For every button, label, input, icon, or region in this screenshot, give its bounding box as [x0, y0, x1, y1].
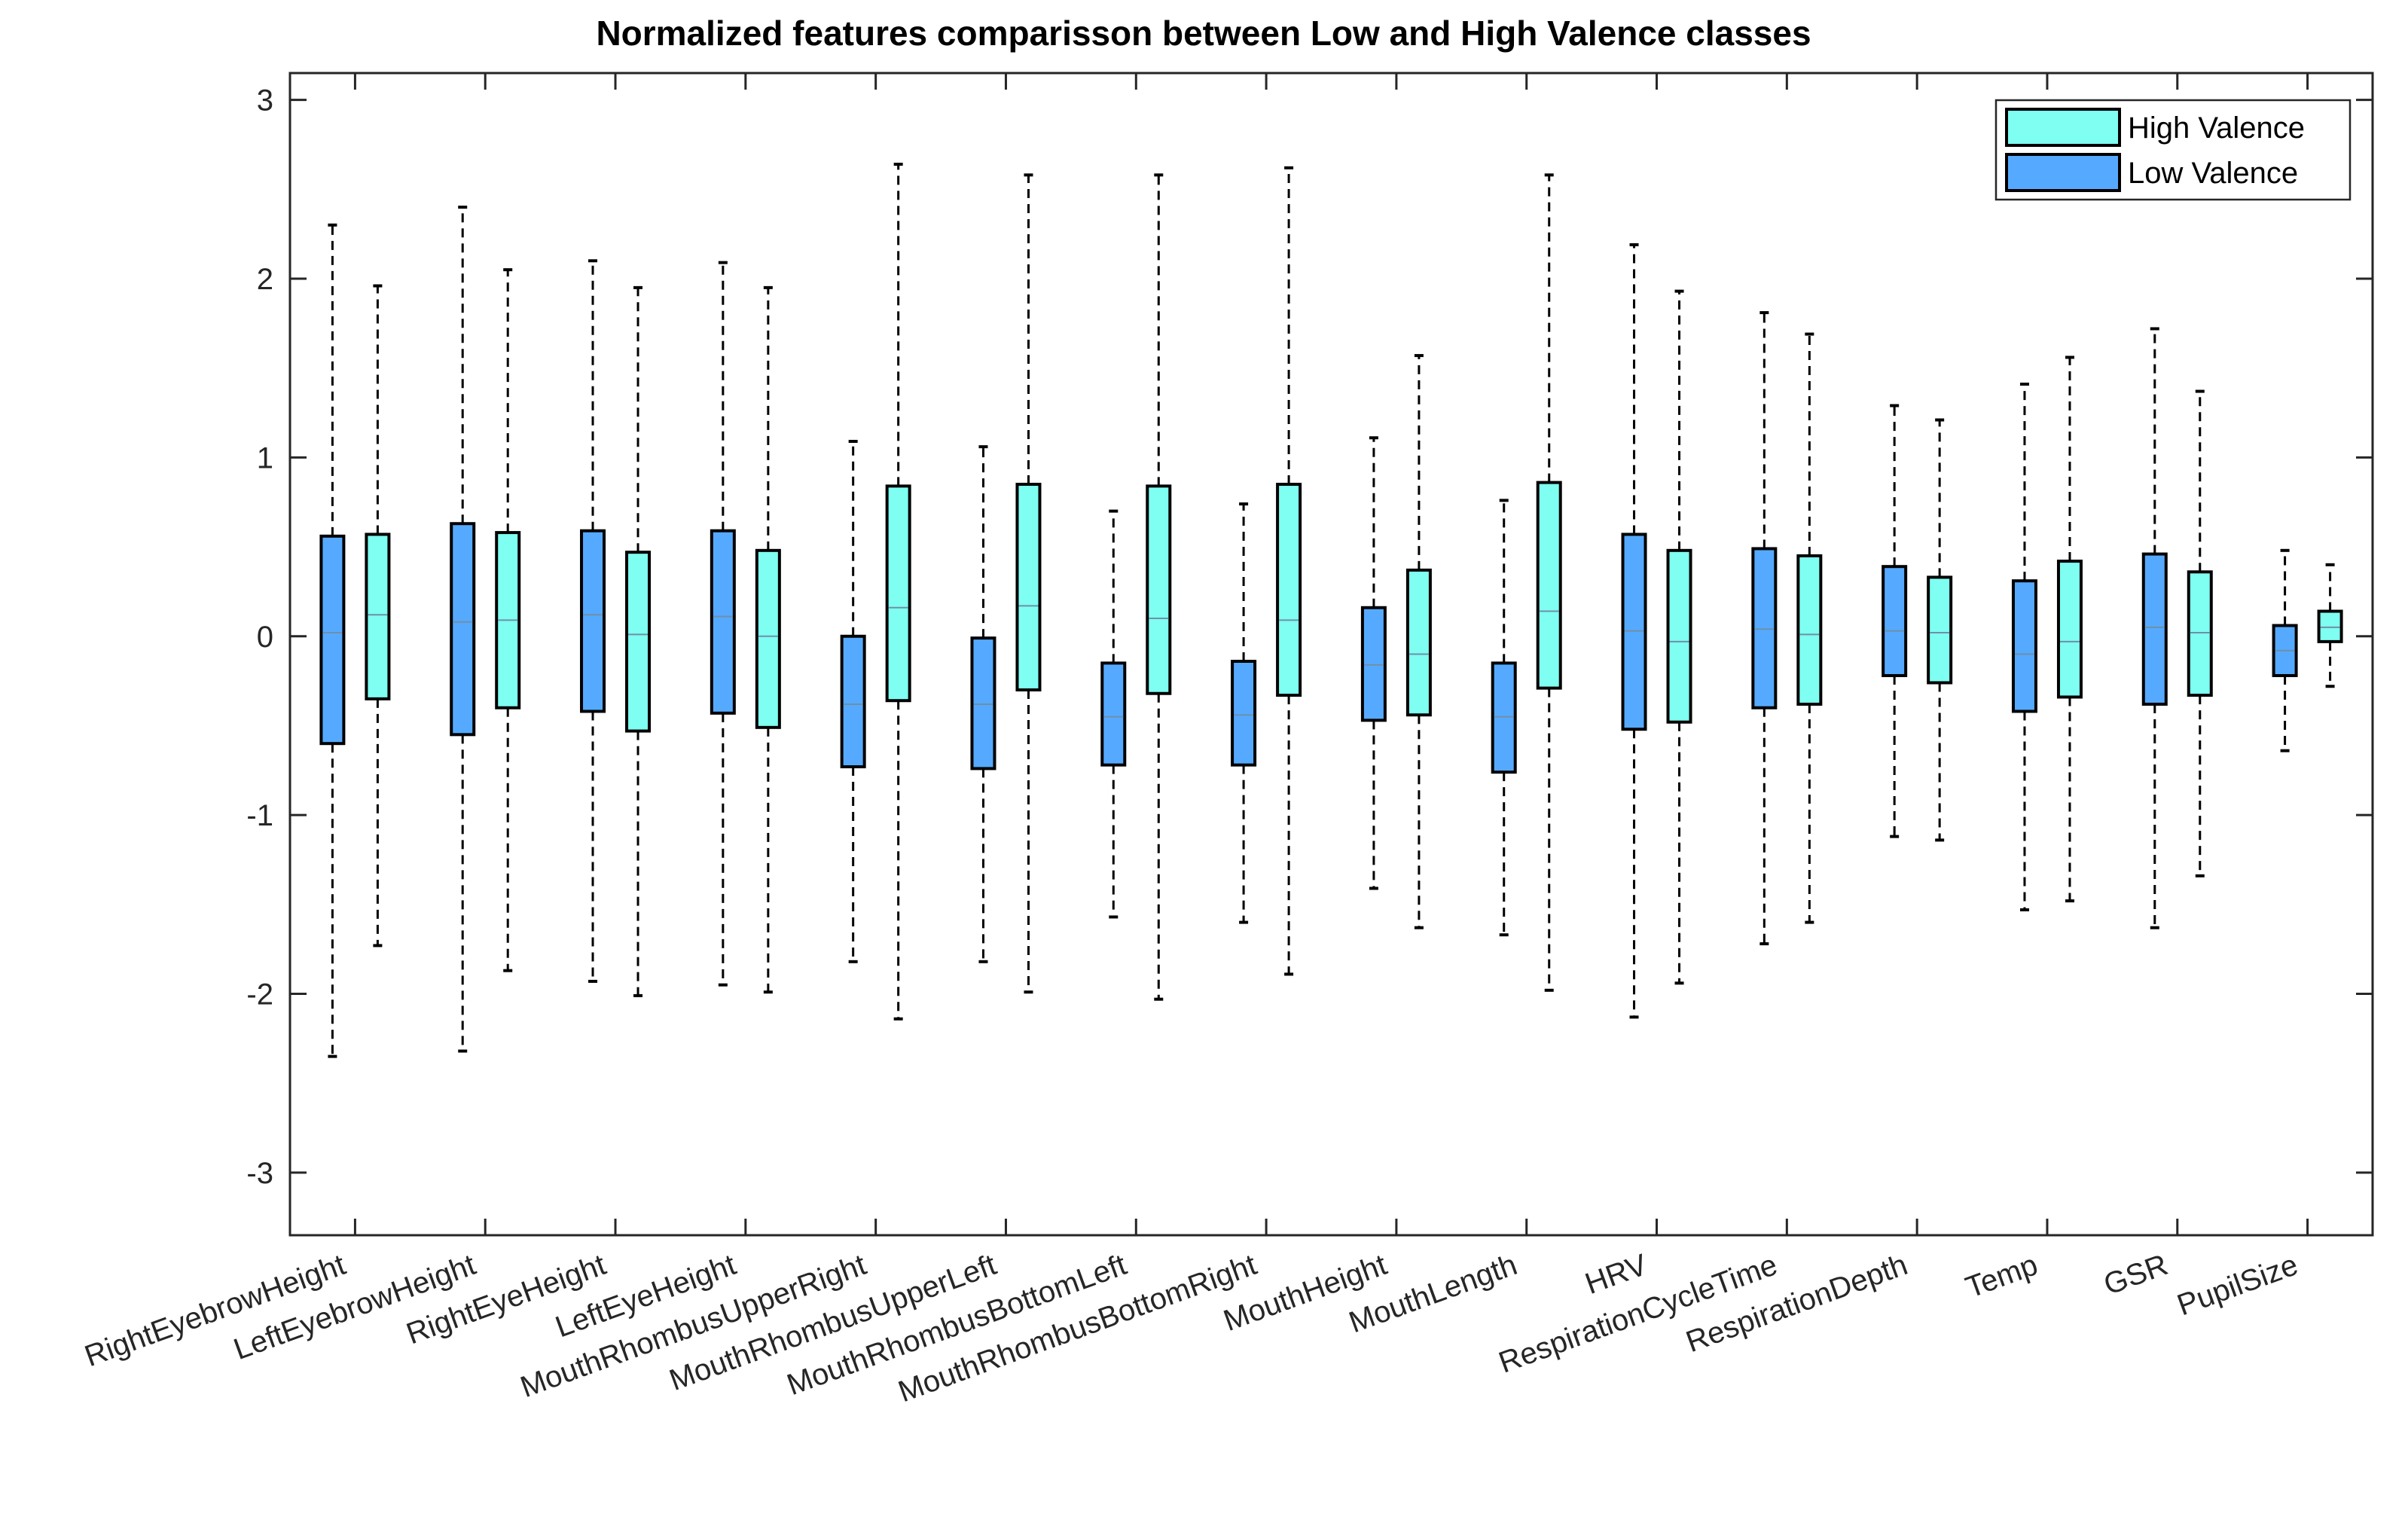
- box-iqr: [1882, 565, 1908, 677]
- box-high-4: [885, 163, 911, 1021]
- box-iqr: [885, 484, 911, 703]
- box-low-10: [1621, 243, 1647, 1019]
- x-category-label: RespirationDepth: [1682, 1248, 1912, 1359]
- box-iqr: [970, 636, 996, 771]
- box-high-5: [1015, 173, 1042, 994]
- box-iqr: [365, 533, 391, 700]
- box-iqr: [319, 534, 346, 746]
- box-high-6: [1146, 173, 1172, 1001]
- box-iqr: [840, 634, 866, 769]
- box-iqr: [580, 529, 606, 713]
- x-category-label: PupilSize: [2173, 1248, 2303, 1322]
- box-iqr: [450, 522, 476, 737]
- legend-label-high-valence: High Valence: [2128, 111, 2305, 145]
- box-iqr: [625, 551, 652, 733]
- box-low-2: [580, 259, 606, 983]
- legend-label-low-valence: Low Valence: [2128, 157, 2298, 190]
- chart-title: Normalized features comparisson between …: [596, 14, 1811, 53]
- box-high-12: [1927, 418, 1953, 842]
- y-tick-label: -1: [246, 799, 273, 832]
- box-iqr: [1621, 533, 1647, 731]
- box-iqr: [1796, 554, 1823, 706]
- legend-swatch-low-valence: [2005, 153, 2121, 192]
- box-iqr: [2056, 560, 2083, 699]
- box-iqr: [710, 529, 736, 715]
- box-high-3: [755, 285, 781, 994]
- box-low-15: [2272, 548, 2298, 752]
- legend: High Valence Low Valence: [1994, 99, 2352, 201]
- y-tick-label: 1: [257, 441, 273, 475]
- box-high-7: [1276, 166, 1302, 976]
- legend-swatch-high-valence: [2005, 108, 2121, 147]
- box-low-6: [1100, 509, 1127, 919]
- box-iqr: [1536, 481, 1562, 690]
- box-low-7: [1231, 502, 1257, 924]
- box-high-1: [495, 268, 521, 972]
- box-iqr: [1231, 659, 1257, 767]
- box-iqr: [755, 548, 781, 729]
- box-iqr: [2011, 579, 2037, 713]
- box-iqr: [1360, 606, 1387, 722]
- box-iqr: [1405, 568, 1432, 717]
- box-high-11: [1796, 332, 1823, 924]
- box-iqr: [1927, 575, 1953, 685]
- box-high-8: [1405, 354, 1432, 929]
- y-tick-label: -2: [246, 978, 273, 1012]
- box-iqr: [2187, 570, 2213, 697]
- y-tick-label: 0: [257, 621, 273, 654]
- plot-area: [319, 163, 2343, 1058]
- box-high-9: [1536, 173, 1562, 992]
- box-low-1: [450, 206, 476, 1053]
- box-iqr: [1146, 484, 1172, 695]
- box-low-5: [970, 445, 996, 963]
- box-high-10: [1666, 289, 1692, 985]
- box-low-14: [2141, 327, 2168, 929]
- box-iqr: [1276, 482, 1302, 697]
- box-high-0: [365, 284, 391, 948]
- box-low-13: [2011, 383, 2037, 911]
- box-high-13: [2056, 356, 2083, 903]
- box-iqr: [1751, 547, 1778, 709]
- box-low-9: [1491, 499, 1517, 937]
- box-high-14: [2187, 389, 2213, 877]
- y-axis: -3 -2 -1 0 1 2 3: [246, 84, 2373, 1190]
- y-tick-label: 3: [257, 84, 273, 117]
- box-iqr: [1100, 661, 1127, 767]
- box-iqr: [1015, 482, 1042, 691]
- x-axis: RightEyebrowHeightLeftEyebrowHeightRight…: [81, 73, 2309, 1408]
- box-iqr: [1666, 548, 1692, 724]
- box-iqr: [2317, 609, 2343, 643]
- box-high-2: [625, 285, 652, 997]
- box-low-11: [1751, 311, 1778, 946]
- x-category-label: HRV: [1581, 1248, 1652, 1301]
- box-low-3: [710, 261, 736, 987]
- box-iqr: [1491, 661, 1517, 774]
- box-low-4: [840, 440, 866, 963]
- y-tick-label: 2: [257, 263, 273, 296]
- box-high-15: [2317, 563, 2343, 688]
- axes-frame: [288, 72, 2374, 1237]
- x-category-label: Temp: [1961, 1248, 2042, 1305]
- y-tick-label: -3: [246, 1157, 273, 1190]
- box-low-8: [1360, 436, 1387, 890]
- box-iqr: [2141, 552, 2168, 706]
- x-category-label: GSR: [2099, 1248, 2172, 1302]
- box-low-12: [1882, 404, 1908, 838]
- box-low-0: [319, 223, 346, 1058]
